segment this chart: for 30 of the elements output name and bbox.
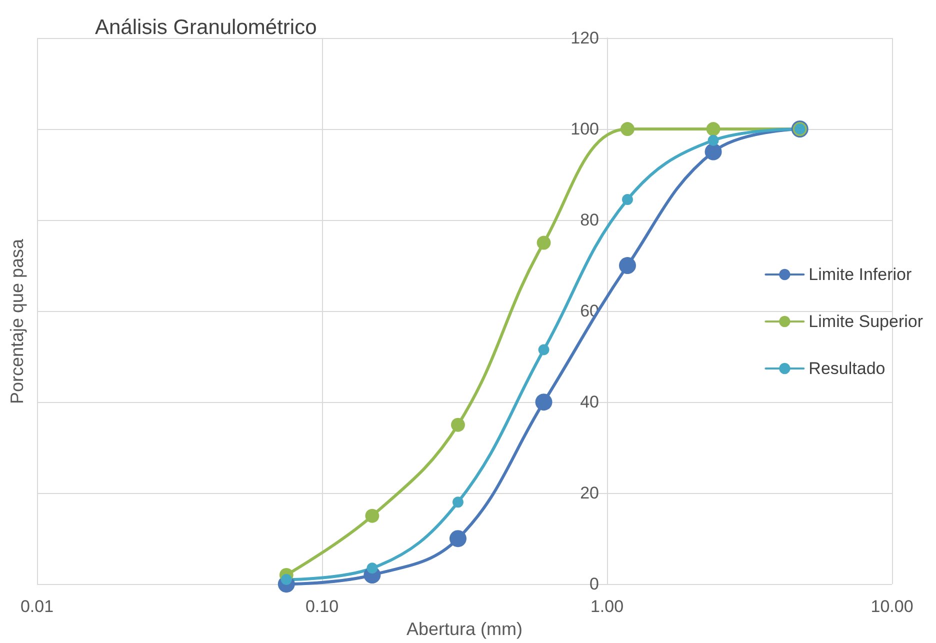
point: [450, 418, 465, 432]
point: [538, 344, 550, 356]
legend-label: Resultado: [808, 359, 886, 378]
point: [708, 134, 719, 146]
point: [704, 143, 722, 160]
point: [622, 194, 633, 206]
y-axis-title: Porcentaje que pasa: [7, 238, 27, 404]
y-tick-label: 80: [580, 210, 599, 230]
point: [536, 236, 551, 250]
x-tick-label: 1.00: [590, 597, 624, 616]
point: [365, 508, 380, 523]
x-axis-title: Abertura (mm): [406, 619, 523, 639]
point: [620, 122, 634, 136]
legend-label: Limite Superior: [808, 312, 924, 331]
point: [619, 257, 636, 274]
x-tick-label: 0.01: [20, 597, 54, 616]
y-tick-label: 0: [590, 574, 599, 594]
legend-label: Limite Inferior: [808, 265, 912, 284]
y-tick-label: 120: [570, 28, 599, 48]
x-tick-label: 0.10: [305, 597, 339, 616]
point: [535, 394, 552, 411]
point: [706, 122, 720, 136]
point: [449, 530, 466, 548]
x-tick-label: 10.00: [870, 597, 914, 616]
chart-title: Análisis Granulométrico: [95, 16, 317, 39]
y-tick-label: 20: [580, 484, 599, 503]
point: [452, 496, 464, 508]
point: [366, 562, 378, 574]
y-tick-label: 40: [580, 392, 599, 412]
y-tick-label: 100: [570, 120, 599, 139]
